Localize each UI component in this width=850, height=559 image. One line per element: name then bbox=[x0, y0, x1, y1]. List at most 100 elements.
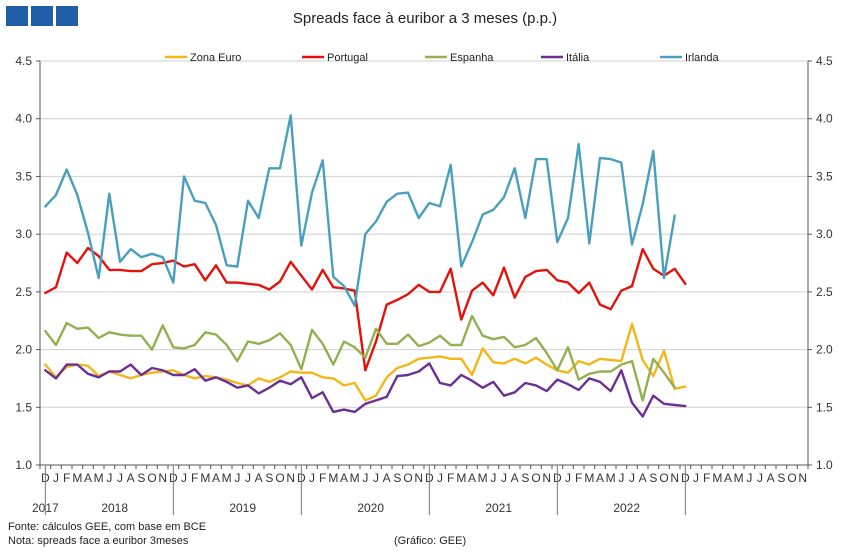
x-tick-label: J bbox=[437, 471, 443, 485]
x-tick-label: O bbox=[403, 471, 412, 485]
y-tick-label-right: 1.0 bbox=[816, 458, 833, 472]
logo-block bbox=[56, 6, 78, 26]
x-tick-label: A bbox=[255, 471, 263, 485]
x-tick-label: M bbox=[350, 471, 360, 485]
x-tick-label: M bbox=[222, 471, 232, 485]
x-tick-label: J bbox=[693, 471, 699, 485]
x-tick-label: N bbox=[670, 471, 679, 485]
x-tick-label: A bbox=[468, 471, 476, 485]
x-tick-label: J bbox=[245, 471, 251, 485]
y-tick-label-right: 1.5 bbox=[816, 400, 833, 414]
x-tick-label: A bbox=[383, 471, 391, 485]
x-tick-label: F bbox=[319, 471, 326, 485]
gee-logo bbox=[6, 6, 78, 26]
year-label: 2017 bbox=[32, 501, 59, 515]
x-tick-label: O bbox=[659, 471, 668, 485]
year-label: 2021 bbox=[485, 501, 512, 515]
year-label: 2022 bbox=[613, 501, 640, 515]
x-tick-label: J bbox=[565, 471, 571, 485]
x-tick-label: A bbox=[767, 471, 775, 485]
x-tick-label: N bbox=[542, 471, 551, 485]
x-tick-label: M bbox=[200, 471, 210, 485]
y-tick-label-right: 3.0 bbox=[816, 227, 833, 241]
logo-block bbox=[6, 6, 28, 26]
x-tick-label: J bbox=[181, 471, 187, 485]
chart-title: Spreads face à euribor a 3 meses (p.p.) bbox=[292, 10, 558, 27]
x-tick-label: J bbox=[309, 471, 315, 485]
legend-label: Espanha bbox=[450, 52, 494, 64]
series-line bbox=[44, 314, 676, 402]
x-tick-label: M bbox=[94, 471, 104, 485]
y-tick-label-left: 1.5 bbox=[15, 400, 32, 414]
x-tick-label: A bbox=[84, 471, 92, 485]
x-tick-label: S bbox=[137, 471, 145, 485]
legend-label: Itália bbox=[566, 52, 590, 64]
x-tick-label: J bbox=[373, 471, 379, 485]
x-tick-label: M bbox=[478, 471, 488, 485]
y-tick-label-left: 3.5 bbox=[15, 169, 32, 183]
y-tick-label-right: 4.5 bbox=[816, 54, 833, 68]
x-tick-label: J bbox=[501, 471, 507, 485]
year-label: 2020 bbox=[357, 501, 384, 515]
x-tick-label: N bbox=[158, 471, 167, 485]
x-tick-label: J bbox=[234, 471, 240, 485]
x-tick-label: M bbox=[456, 471, 466, 485]
x-tick-label: J bbox=[490, 471, 496, 485]
x-tick-label: S bbox=[521, 471, 529, 485]
x-tick-label: A bbox=[724, 471, 732, 485]
x-tick-label: M bbox=[606, 471, 616, 485]
x-tick-label: M bbox=[328, 471, 338, 485]
x-tick-label: J bbox=[53, 471, 59, 485]
x-tick-label: J bbox=[629, 471, 635, 485]
y-tick-label-left: 1.0 bbox=[15, 458, 32, 472]
x-tick-label: A bbox=[340, 471, 348, 485]
x-tick-label: J bbox=[746, 471, 752, 485]
x-tick-label: M bbox=[712, 471, 722, 485]
chart-credit: (Gráfico: GEE) bbox=[394, 535, 467, 547]
y-tick-label-right: 4.0 bbox=[816, 112, 833, 126]
x-tick-label: S bbox=[393, 471, 401, 485]
x-tick-label: O bbox=[275, 471, 284, 485]
x-tick-label: S bbox=[649, 471, 657, 485]
x-tick-label: J bbox=[117, 471, 123, 485]
x-tick-label: A bbox=[596, 471, 604, 485]
legend-label: Zona Euro bbox=[190, 52, 241, 64]
y-tick-label-left: 4.5 bbox=[15, 54, 32, 68]
x-tick-label: A bbox=[212, 471, 220, 485]
x-tick-label: O bbox=[147, 471, 156, 485]
legend-label: Irlanda bbox=[685, 52, 720, 64]
x-tick-label: F bbox=[191, 471, 198, 485]
y-tick-label-left: 3.0 bbox=[15, 227, 32, 241]
x-tick-label: M bbox=[72, 471, 82, 485]
y-tick-label-right: 3.5 bbox=[816, 169, 833, 183]
y-tick-label-left: 4.0 bbox=[15, 112, 32, 126]
series-line bbox=[44, 362, 687, 418]
x-tick-label: F bbox=[63, 471, 70, 485]
y-tick-label-right: 2.0 bbox=[816, 343, 833, 357]
x-tick-label: A bbox=[639, 471, 647, 485]
y-tick-label-left: 2.5 bbox=[15, 285, 32, 299]
x-tick-label: F bbox=[575, 471, 582, 485]
x-tick-label: O bbox=[531, 471, 540, 485]
x-tick-label: S bbox=[777, 471, 785, 485]
legend-label: Portugal bbox=[327, 52, 368, 64]
x-tick-label: O bbox=[787, 471, 796, 485]
x-tick-label: S bbox=[265, 471, 273, 485]
x-tick-label: J bbox=[362, 471, 368, 485]
x-tick-label: M bbox=[734, 471, 744, 485]
series-line bbox=[44, 246, 687, 372]
x-tick-label: N bbox=[286, 471, 295, 485]
series-line bbox=[44, 114, 676, 307]
year-label: 2018 bbox=[101, 501, 128, 515]
y-tick-label-left: 2.0 bbox=[15, 343, 32, 357]
logo-block bbox=[31, 6, 53, 26]
x-tick-label: F bbox=[703, 471, 710, 485]
source-note: Fonte: cálculos GEE, com base em BCE bbox=[8, 521, 207, 533]
x-tick-label: N bbox=[798, 471, 807, 485]
series-line bbox=[44, 323, 687, 402]
x-tick-label: J bbox=[618, 471, 624, 485]
year-label: 2019 bbox=[229, 501, 256, 515]
x-tick-label: F bbox=[447, 471, 454, 485]
x-tick-label: A bbox=[127, 471, 135, 485]
